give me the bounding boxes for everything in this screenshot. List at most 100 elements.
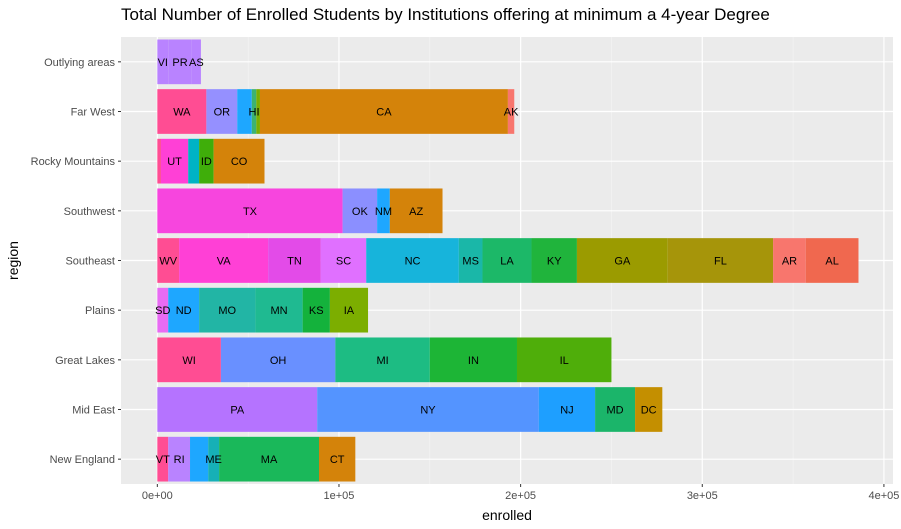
bar-segment xyxy=(318,436,356,482)
y-tick-label: Southeast xyxy=(65,256,115,268)
segment-label: MA xyxy=(261,454,278,466)
segment-label: PR xyxy=(172,57,187,69)
segment-label: OH xyxy=(270,355,287,367)
x-tick-label: 2e+05 xyxy=(505,490,536,502)
bar-segment xyxy=(157,138,161,184)
x-tick-label: 1e+05 xyxy=(324,490,355,502)
segment-label: IN xyxy=(468,355,479,367)
bar-segment xyxy=(213,138,265,184)
bar-rocky-mountains: UT ID CO xyxy=(157,138,265,184)
bar-segment xyxy=(157,39,169,85)
y-tick-label: New England xyxy=(50,454,115,466)
segment-label: CT xyxy=(330,454,345,466)
y-axis: Outlying areas Far West Rocky Mountains Sou… xyxy=(31,57,121,466)
bar-segment xyxy=(538,387,596,432)
bar-segment xyxy=(595,387,636,432)
segment-label: LA xyxy=(500,256,514,268)
bar-segment xyxy=(377,188,390,234)
segment-label: CO xyxy=(231,156,248,168)
bar-segment xyxy=(206,89,238,134)
x-axis: 0e+00 1e+05 2e+05 3e+05 4e+05 xyxy=(142,484,899,502)
bar-segment xyxy=(220,337,336,383)
bar-segment xyxy=(199,287,256,333)
x-tick-label: 0e+00 xyxy=(142,490,173,502)
bar-segment xyxy=(458,238,483,283)
bar-segment xyxy=(190,436,209,482)
bar-segment xyxy=(157,188,343,234)
bar-segment xyxy=(342,188,378,234)
bar-segment xyxy=(157,89,207,134)
bar-segment xyxy=(157,436,169,482)
y-tick-label: Rocky Mountains xyxy=(31,156,116,168)
bar-segment xyxy=(366,238,459,283)
segment-label: NY xyxy=(420,405,436,417)
segment-label: DC xyxy=(641,405,657,417)
bar-great-lakes: WI OH MI IN IL xyxy=(157,337,612,383)
bar-segment xyxy=(482,238,532,283)
bar-segment xyxy=(635,387,663,432)
segment-label: PA xyxy=(230,405,245,417)
bar-segment xyxy=(168,436,191,482)
segment-label: OR xyxy=(214,107,231,119)
segment-label: WI xyxy=(182,355,195,367)
bar-segment xyxy=(268,238,321,283)
bar-segment xyxy=(157,337,221,383)
segment-label: SD xyxy=(155,305,170,317)
bar-plains: SD ND MO MN KS IA xyxy=(155,287,369,333)
segment-label: AK xyxy=(504,107,519,119)
bar-mid-east: PA NY NJ MD DC xyxy=(157,387,663,432)
bar-segment xyxy=(191,39,201,85)
y-axis-title: region xyxy=(5,241,21,280)
segment-label: IA xyxy=(344,305,355,317)
bar-segment xyxy=(199,138,214,184)
y-tick-label: Mid East xyxy=(72,405,115,417)
bar-segment xyxy=(160,138,189,184)
segment-label: AZ xyxy=(409,206,423,218)
segment-label: WV xyxy=(159,256,177,268)
bar-segment xyxy=(157,387,318,432)
bar-southwest: TX OK NM AZ xyxy=(157,188,443,234)
segment-label: NC xyxy=(405,256,421,268)
bar-new-england: VT RI ME MA CT xyxy=(156,436,356,482)
bar-segment xyxy=(168,287,200,333)
segment-label: GA xyxy=(614,256,631,268)
segment-label: TX xyxy=(243,206,258,218)
segment-label: AR xyxy=(782,256,797,268)
y-tick-label: Southwest xyxy=(64,206,115,218)
bar-segment xyxy=(255,287,303,333)
segment-label: TN xyxy=(287,256,302,268)
bar-segment xyxy=(179,238,269,283)
bar-outlying-areas: VI PR AS xyxy=(157,39,204,85)
bar-segment xyxy=(507,89,515,134)
bar-segment xyxy=(302,287,330,333)
bar-segment xyxy=(157,238,180,283)
chart-title: Total Number of Enrolled Students by Ins… xyxy=(121,5,770,24)
segment-label: KY xyxy=(547,256,562,268)
segment-label: RI xyxy=(174,454,185,466)
bars: VI PR AS WA OR HI CA AK UT ID CO TX OK NM AZ WV VA TN SC NC… xyxy=(155,39,859,482)
bar-segment xyxy=(251,89,257,134)
segment-label: OK xyxy=(352,206,369,218)
segment-label: MI xyxy=(376,355,388,367)
bar-segment xyxy=(773,238,806,283)
bar-segment xyxy=(237,89,252,134)
segment-label: UT xyxy=(167,156,182,168)
y-tick-label: Great Lakes xyxy=(55,355,115,367)
bar-far-west: WA OR HI CA AK xyxy=(157,89,519,134)
bar-segment xyxy=(805,238,859,283)
segment-label: AL xyxy=(825,256,838,268)
segment-label: MN xyxy=(270,305,287,317)
segment-label: NJ xyxy=(560,405,573,417)
segment-label: KS xyxy=(309,305,324,317)
x-axis-title: enrolled xyxy=(482,507,532,523)
bar-segment xyxy=(188,138,200,184)
bar-segment xyxy=(219,436,319,482)
x-tick-label: 4e+05 xyxy=(868,490,899,502)
x-tick-label: 3e+05 xyxy=(687,490,718,502)
segment-label: WA xyxy=(173,107,191,119)
bar-segment xyxy=(335,337,430,383)
segment-label: AS xyxy=(189,57,204,69)
bar-segment xyxy=(667,238,774,283)
segment-label: VI xyxy=(158,57,168,69)
